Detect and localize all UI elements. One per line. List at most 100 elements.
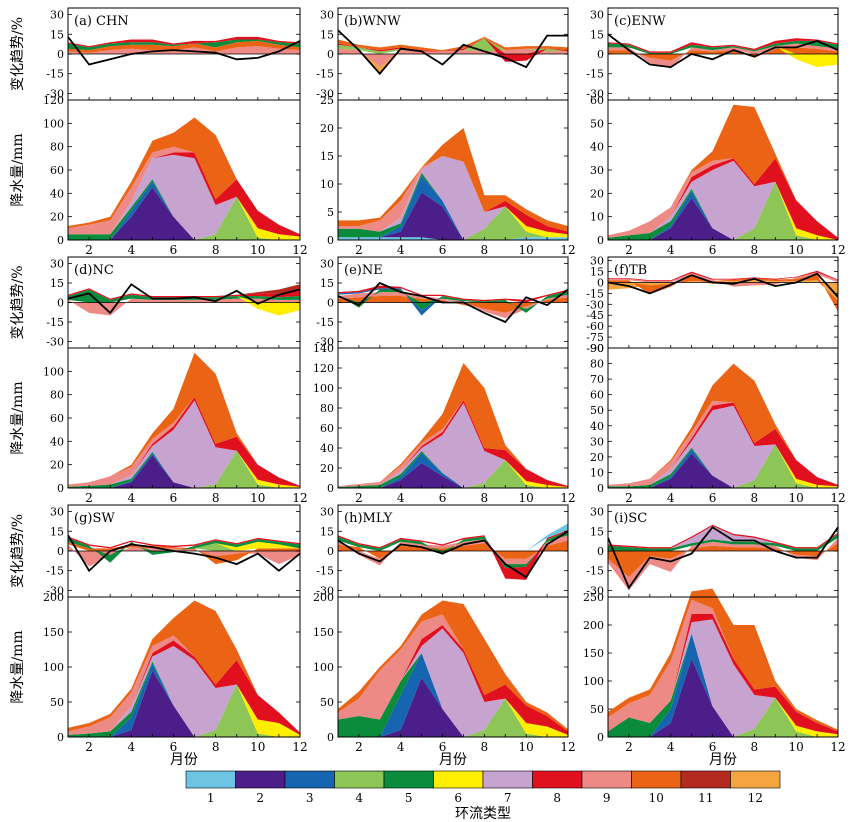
precip-ytick-label: 100: [43, 661, 64, 674]
month-tick-label: 4: [127, 491, 135, 505]
month-tick-label: 2: [85, 243, 93, 257]
precip-layer-type-7: [608, 405, 838, 488]
precip-ytick-label: 20: [320, 462, 334, 475]
legend-title: 环流类型: [455, 806, 511, 822]
precip-ytick-label: 10: [320, 178, 334, 191]
legend-label: 1: [207, 791, 215, 805]
trend-ytick-label: 30: [320, 506, 334, 519]
precip-ytick-label: 30: [590, 164, 604, 177]
legend-label: 9: [603, 791, 611, 805]
precip-layer-type-4: [338, 653, 568, 737]
trend-band-type-8: [68, 536, 300, 549]
legend-swatch-4: [334, 770, 385, 789]
trend-area: [338, 281, 568, 324]
precip-ytick-label: 20: [590, 187, 604, 200]
precip-ytick-label: 40: [50, 187, 64, 200]
trend-area: [68, 534, 300, 573]
precip-layer-type-7: [68, 154, 300, 240]
precip-ytick-label: 30: [590, 435, 604, 448]
precip-layer-type-4: [68, 663, 300, 737]
trend-ytick-label: 0: [597, 545, 604, 558]
trend-area: [68, 283, 300, 316]
trend-band-type-9: [338, 292, 568, 319]
precip-frame: [607, 347, 839, 489]
precip-ytick-label: 80: [590, 358, 604, 371]
precip-area: [338, 363, 568, 488]
precip-layer-type-6: [68, 179, 300, 240]
trend-band-type-6: [608, 46, 838, 68]
trend-ytick-label: -60: [586, 320, 604, 333]
precip-ytick-label: 20: [50, 211, 64, 224]
month-tick-label: 8: [751, 491, 759, 505]
trend-ytick-label: -30: [586, 298, 604, 311]
month-tick-label: 12: [292, 491, 307, 505]
precip-layer-type-9: [338, 156, 568, 232]
precip-area: [68, 117, 300, 240]
trend-band-type-9: [338, 48, 568, 68]
trend-line: [338, 29, 568, 76]
trend-band-type-8: [608, 38, 838, 53]
precip-layer-type-5: [608, 444, 838, 488]
month-tick-label: 10: [250, 740, 265, 754]
trend-band-type-9: [68, 544, 300, 567]
month-tick-label: 6: [439, 243, 447, 257]
month-tick-label: 10: [519, 491, 534, 505]
precip-ytick-label: 40: [50, 435, 64, 448]
precip-ytick-label: 0: [597, 482, 604, 495]
precip-layer-type-4: [608, 444, 838, 488]
precip-layer-type-7: [68, 400, 300, 488]
month-tick-label: 8: [212, 491, 220, 505]
trend-ytick-label: -15: [316, 565, 334, 578]
precip-ytick-label: 100: [313, 661, 334, 674]
legend-swatch-7: [482, 770, 533, 789]
precip-ytick-label: 200: [583, 619, 604, 632]
trend-ytick-label: -30: [316, 336, 334, 349]
precip-layer-type-7: [608, 619, 838, 737]
month-tick-label: 10: [250, 243, 265, 257]
precip-layer-type-8: [338, 625, 568, 735]
month-tick-label: 2: [625, 491, 633, 505]
trend-ytick-label: 0: [597, 276, 604, 289]
trend-line: [68, 534, 300, 573]
panel-title: (a) CHN: [74, 14, 129, 29]
trend-ytick-label: 15: [320, 28, 334, 41]
trend-ytick-label: -15: [316, 68, 334, 81]
trend-ytick-label: -15: [316, 316, 334, 329]
trend-ytick-label: 30: [320, 9, 334, 22]
month-tick-label: 12: [830, 740, 845, 754]
precip-layer-type-10: [608, 104, 838, 238]
precip-layer-type-7: [338, 403, 568, 488]
trend-band-type-8: [338, 38, 568, 62]
trend-ytick-label: 15: [320, 277, 334, 290]
precip-ytick-label: 150: [583, 647, 604, 660]
trend-ytick-label: 30: [50, 258, 64, 271]
month-tick-label: 6: [170, 740, 178, 754]
trend-ytick-label: -15: [586, 287, 604, 300]
month-tick-label: 2: [85, 740, 93, 754]
legend-swatch-12: [730, 770, 781, 789]
month-tick-label: 8: [481, 243, 489, 257]
precip-layer-type-7: [338, 628, 568, 737]
precip-layer-type-5: [338, 451, 568, 488]
month-tick-label: 2: [625, 740, 633, 754]
trend-ytick-label: -30: [316, 87, 334, 100]
precip-ytick-label: 80: [320, 402, 334, 415]
precip-ytick-label: 40: [320, 442, 334, 455]
trend-band-type-9: [608, 537, 838, 591]
month-tick-label: 8: [212, 740, 220, 754]
trend-line: [338, 281, 568, 324]
legend-swatch-3: [284, 770, 335, 789]
trend-line: [68, 36, 300, 66]
precip-layer-type-2: [68, 187, 300, 240]
trend-ytick-label: 0: [57, 48, 64, 61]
precip-ytick-label: 50: [590, 117, 604, 130]
precip-ytick-label: 40: [590, 420, 604, 433]
precip-layer-type-5: [338, 172, 568, 240]
month-tick-label: 6: [709, 740, 717, 754]
precip-layer-type-2: [338, 677, 568, 737]
trend-band-type-5: [608, 40, 838, 54]
month-tick-label: 8: [212, 243, 220, 257]
precip-layer-type-8: [608, 613, 838, 735]
